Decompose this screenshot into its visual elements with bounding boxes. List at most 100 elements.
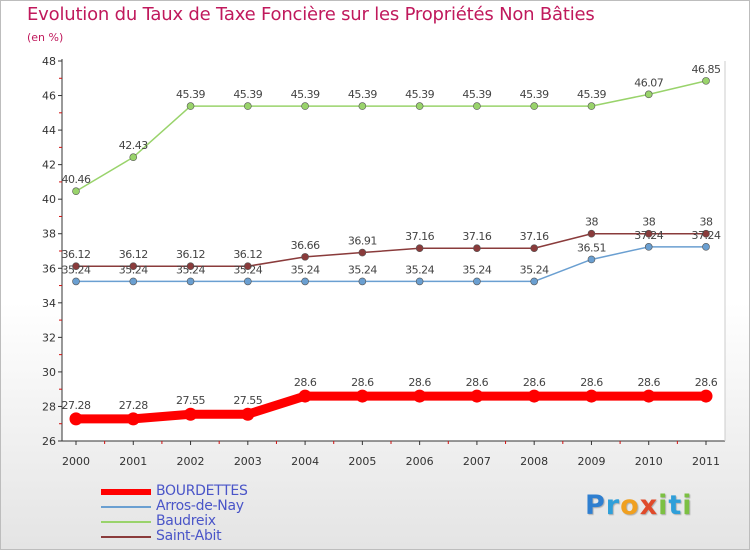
data-label: 40.46 [62,173,91,186]
data-label: 37.16 [520,230,549,243]
logo-letter: i [682,490,693,521]
legend-label-bourdettes: BOURDETTES [156,483,248,499]
data-label: 35.24 [520,263,549,276]
data-label: 38 [642,216,655,229]
data-label: 38 [700,216,713,229]
data-point [244,262,252,271]
data-point [186,102,195,110]
data-point [644,90,653,99]
data-label: 46.07 [634,76,663,89]
data-label: 45.39 [462,88,491,101]
series-line-bourdettes [71,391,711,424]
logo-letter: P [585,490,606,521]
data-label: 28.6 [580,376,603,389]
logo-letter: o [620,490,640,521]
data-point [702,243,710,251]
data-point [527,389,541,403]
legend-swatch-bourdettes [101,489,151,495]
data-point [129,153,138,162]
data-label: 37.24 [692,229,721,242]
data-point [530,244,538,253]
data-label: 45.39 [176,88,205,101]
data-label: 38 [585,216,598,229]
data-point [470,389,484,403]
data-point [129,277,138,286]
data-point [644,229,653,238]
legend-swatch-arros-de-nay [101,506,151,508]
proxiti-logo: Proxiti [585,490,693,521]
data-point [642,389,656,403]
x-tick-label: 2010 [635,455,663,468]
x-tick-label: 2002 [177,455,205,468]
unit-label: (en %) [27,31,64,44]
x-tick-label: 2001 [119,455,147,468]
data-point [72,262,80,271]
data-point [126,412,140,426]
data-label: 36.51 [577,241,606,254]
x-tick-label: 2004 [291,455,319,468]
data-label: 28.6 [523,376,546,389]
data-point [587,102,596,110]
y-tick-label: 40 [42,193,56,206]
y-tick-label: 38 [42,228,56,241]
data-label: 36.12 [233,248,262,261]
data-label: 37.16 [405,230,434,243]
data-point [530,102,538,110]
data-label: 45.39 [405,88,434,101]
plot-area [62,61,725,441]
data-label: 36.12 [176,248,205,261]
y-tick-label: 34 [42,297,56,310]
data-point [301,253,309,261]
y-tick-label: 44 [42,124,56,137]
data-point [301,277,309,286]
logo-letter: i [658,490,669,521]
legend-label-saint-abit: Saint-Abit [156,528,222,544]
data-label: 35.24 [233,263,262,276]
y-tick-label: 46 [42,90,56,103]
data-label: 28.6 [351,376,374,389]
data-point [473,244,481,253]
data-label: 45.39 [291,88,320,101]
data-point [244,102,252,110]
x-tick-label: 2007 [463,455,491,468]
data-point [584,389,598,403]
data-label: 45.39 [577,88,606,101]
data-point [702,229,710,238]
x-tick-label: 2011 [692,455,720,468]
data-label: 27.28 [62,399,91,412]
series-line-baudreix [75,80,707,192]
x-tick-label: 2008 [520,455,548,468]
y-tick-label: 32 [42,331,56,344]
data-point [69,412,83,426]
data-label: 28.6 [294,376,317,389]
data-label: 45.39 [348,88,377,101]
data-label: 27.55 [233,394,262,407]
y-tick-label: 42 [42,159,56,172]
data-label: 27.55 [176,394,205,407]
data-label: 35.24 [119,263,148,276]
data-label: 45.39 [520,88,549,101]
x-tick-label: 2003 [234,455,262,468]
legend-swatch-saint-abit [101,536,151,538]
data-point [415,277,424,286]
data-label: 28.6 [695,376,718,389]
x-tick-label: 2000 [62,455,90,468]
data-point [301,102,309,110]
data-point [699,389,713,403]
data-label: 35.24 [176,263,205,276]
chart-title: Evolution du Taux de Taxe Foncière sur l… [27,4,595,25]
x-tick-label: 2009 [577,455,605,468]
x-tick-label: 2005 [348,455,376,468]
data-label: 42.43 [119,139,148,152]
data-point [358,102,367,110]
data-label: 46.85 [692,63,721,76]
legend-swatch-baudreix [101,521,151,523]
y-tick-label: 30 [42,366,56,379]
logo-letter: x [639,490,659,521]
data-label: 28.6 [408,376,431,389]
data-label: 36.91 [348,235,377,248]
data-point [358,277,367,286]
data-point [72,277,80,286]
